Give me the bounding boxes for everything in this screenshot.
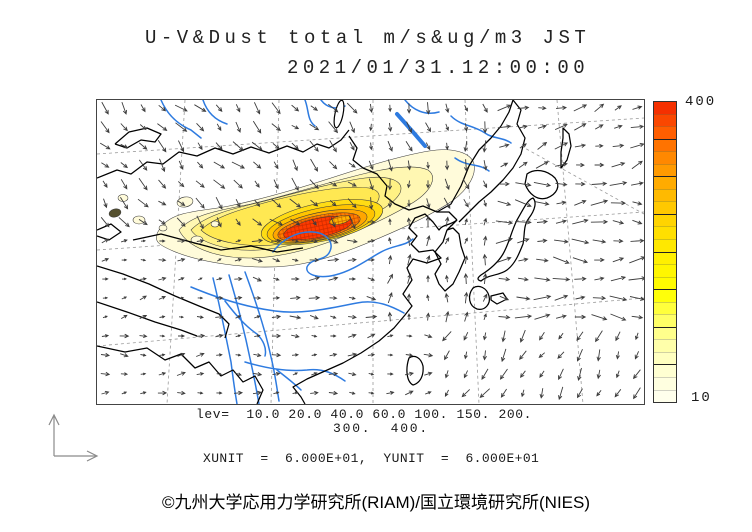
credit-line: ©九州大学応用力学研究所(RIAM)/国立環境研究所(NIES) — [161, 493, 591, 512]
colorbar-segment — [654, 289, 676, 302]
colorbar-segment — [654, 276, 676, 290]
colorbar-segment — [654, 251, 676, 265]
colorbar-segment — [654, 226, 676, 240]
figure-title-line1: U-V&Dust total m/s&ug/m3 JST — [145, 27, 591, 49]
colorbar-segment — [654, 176, 676, 189]
contour-levels-line2: 300. 400. — [333, 421, 430, 436]
colorbar-segment — [654, 138, 676, 152]
x-axis-arrow-icon — [54, 450, 99, 462]
colorbar-segment — [654, 151, 676, 164]
colorbar-segment — [654, 377, 676, 390]
vector-units-label: XUNIT = 6.000E+01, YUNIT = 6.000E+01 — [203, 451, 540, 466]
colorbar-segment — [654, 364, 676, 378]
contour-levels-line1: lev= 10.0 20.0 40.0 60.0 100. 150. 200. — [196, 407, 533, 422]
colorbar-segment — [654, 351, 676, 365]
colorbar-segment — [654, 389, 676, 403]
y-axis-arrow-icon — [48, 413, 60, 456]
colorbar-min-label: 10 — [691, 390, 712, 406]
colorbar-segment — [654, 326, 676, 340]
colorbar-segment — [654, 102, 676, 114]
map-svg — [97, 100, 644, 404]
colorbar-segment — [654, 163, 676, 177]
colorbar-segment — [654, 339, 676, 352]
colorbar-segment — [654, 201, 676, 214]
colorbar-segment — [654, 314, 676, 327]
wind-arrows-layer — [99, 101, 644, 401]
coastlines-layer — [97, 100, 572, 404]
colorbar-segment — [654, 239, 676, 252]
colorbar-segment — [654, 188, 676, 202]
colorbar-segment — [654, 213, 676, 227]
colorbar-segment — [654, 264, 676, 277]
colorbar-segment — [654, 301, 676, 315]
colorbar — [653, 101, 677, 403]
axis-indicator — [48, 413, 99, 462]
figure-title-line2: 2021/01/31.12:00:00 — [287, 57, 590, 79]
map-area — [96, 99, 645, 405]
colorbar-max-label: 400 — [685, 94, 717, 110]
colorbar-segment — [654, 126, 676, 139]
colorbar-segment — [654, 113, 676, 127]
